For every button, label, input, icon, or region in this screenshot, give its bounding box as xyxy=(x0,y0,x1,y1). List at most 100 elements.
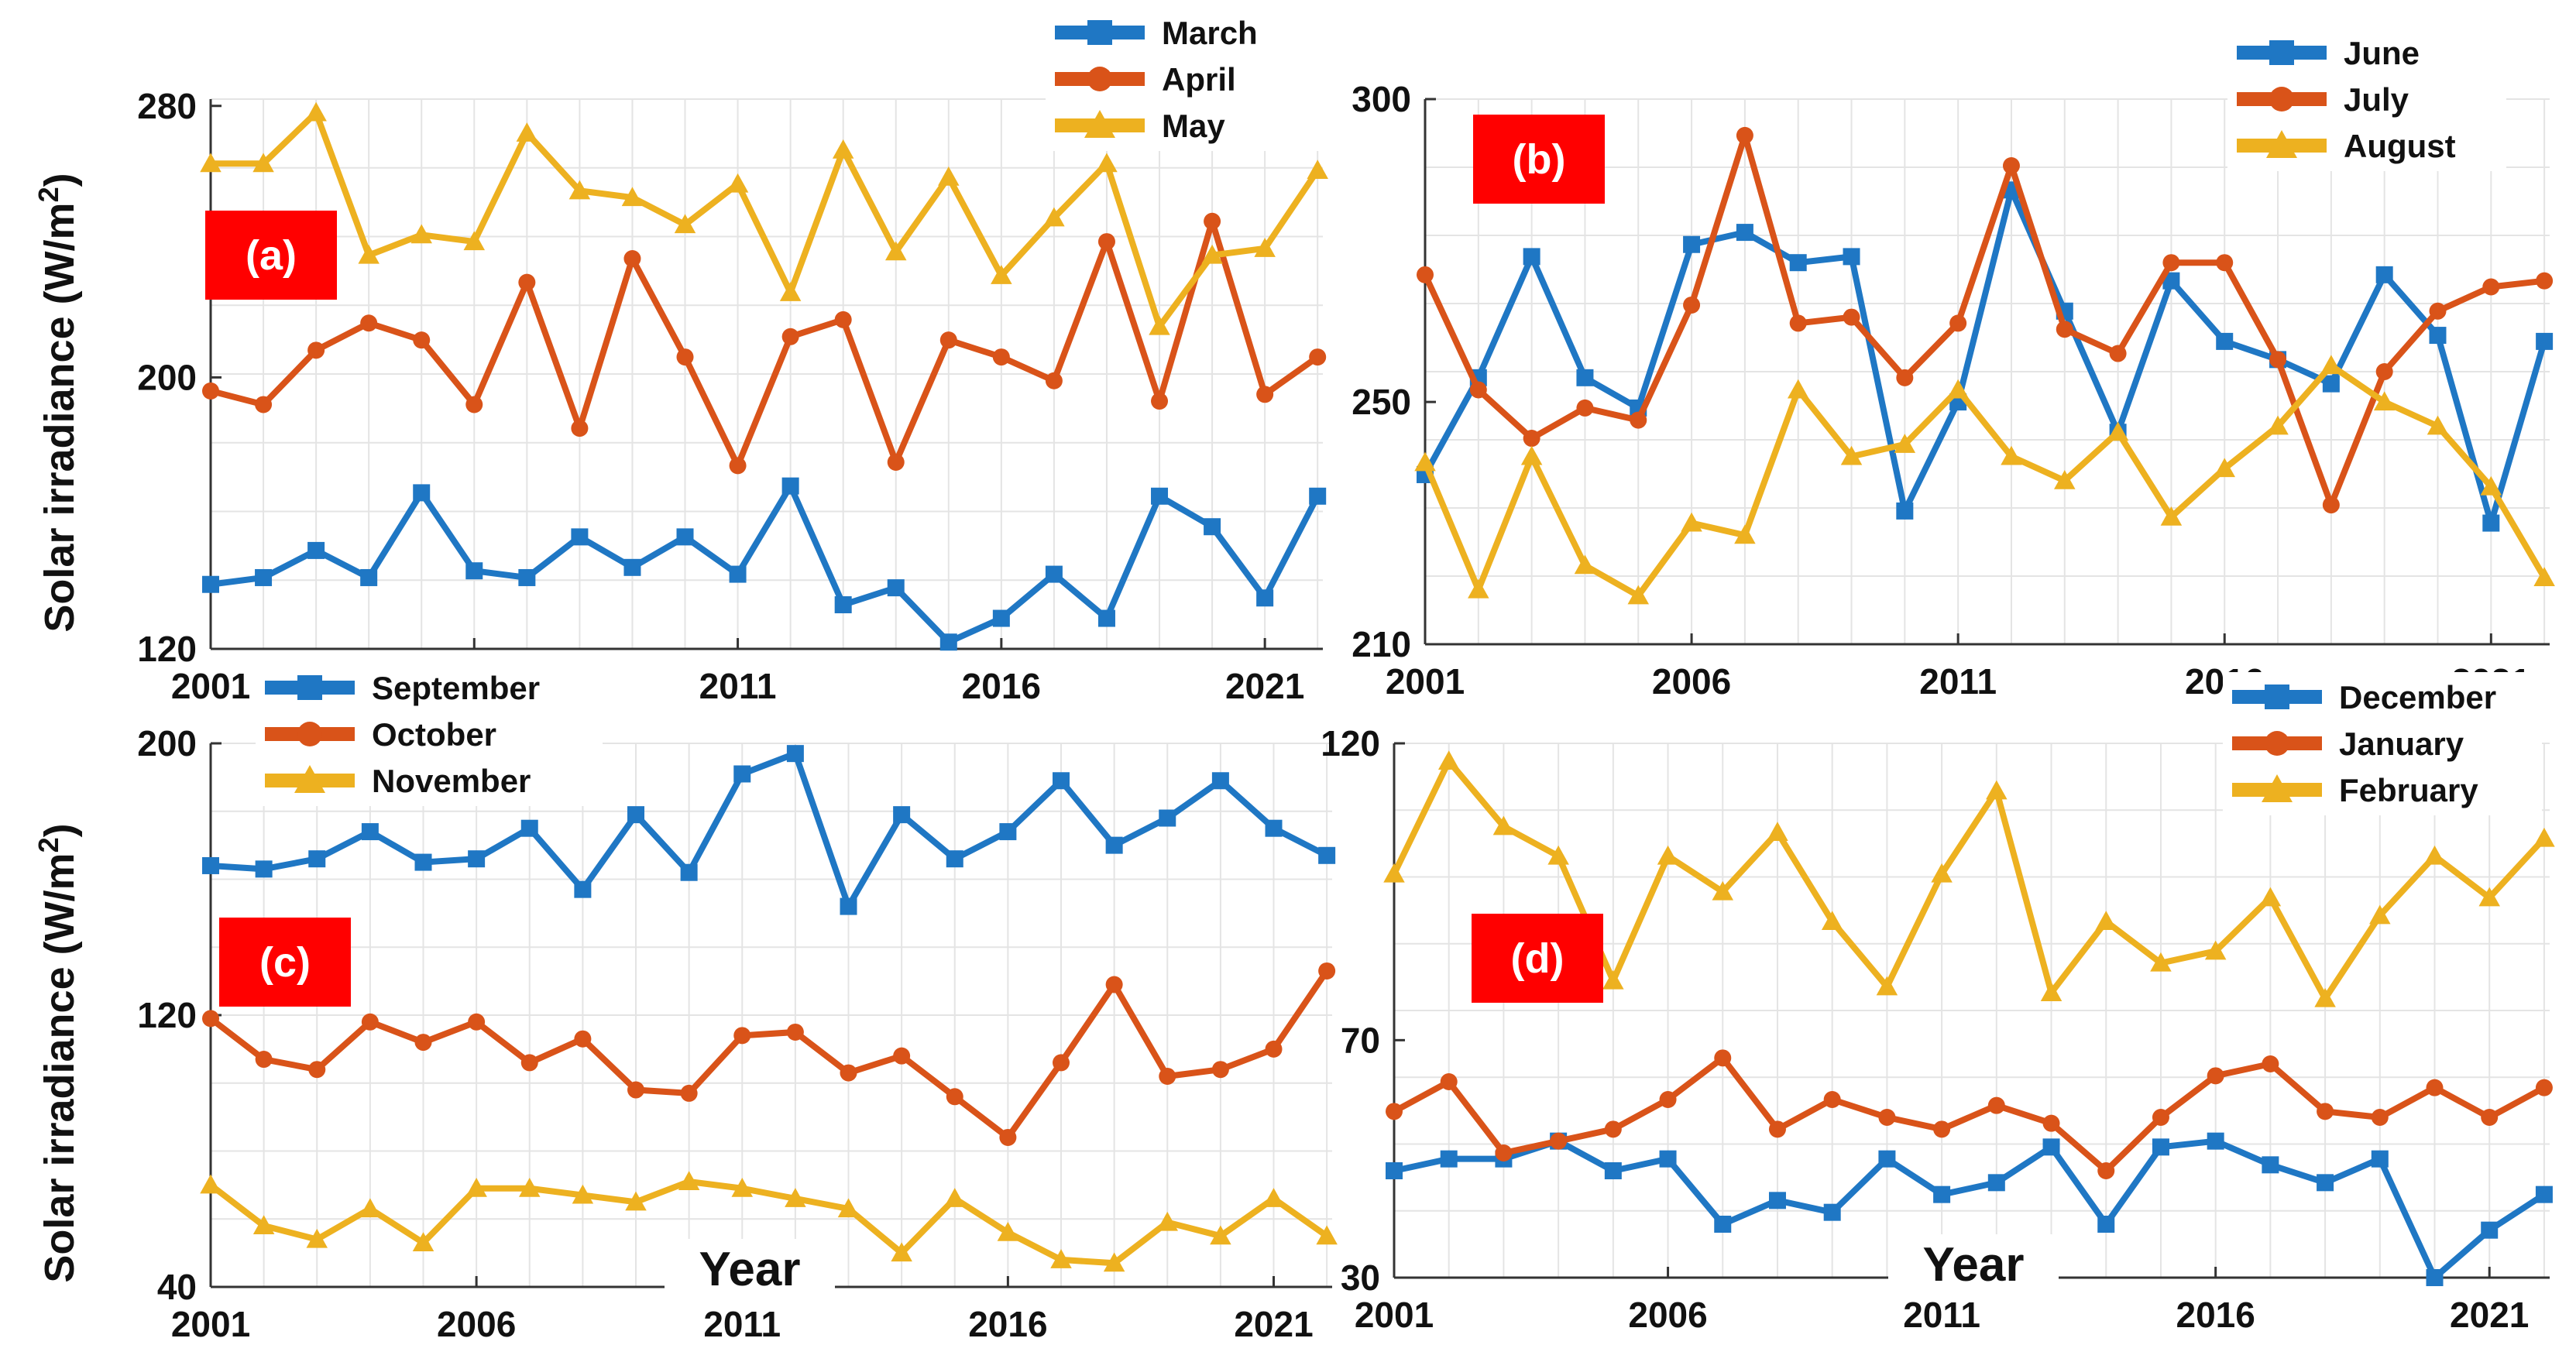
data-point-august xyxy=(1468,578,1489,599)
data-point-september xyxy=(1105,836,1123,854)
data-point-january xyxy=(1386,1103,1403,1120)
series-line-july xyxy=(1422,132,2545,509)
data-point-march xyxy=(1045,565,1063,583)
legend-marker-december xyxy=(2265,684,2289,709)
data-point-september xyxy=(1211,772,1229,790)
x-axis-label-bg-right xyxy=(1888,1234,2059,1293)
y-axis-label-bottom: Solar irradiance (W/m2) xyxy=(33,823,84,1282)
data-point-january xyxy=(1440,1073,1458,1090)
x-tick-label: 2016 xyxy=(2176,1295,2255,1335)
data-point-september xyxy=(733,765,751,783)
data-point-june xyxy=(1523,248,1540,266)
data-point-march xyxy=(1151,487,1169,505)
data-point-october xyxy=(468,1013,486,1031)
data-point-october xyxy=(1211,1061,1229,1079)
legend-label-march: March xyxy=(1162,15,1258,51)
data-point-january xyxy=(2042,1114,2060,1132)
data-point-october xyxy=(574,1030,592,1048)
data-point-february xyxy=(2259,887,2282,907)
data-point-april xyxy=(887,453,905,471)
data-point-november xyxy=(1210,1225,1231,1245)
data-point-september xyxy=(520,819,538,837)
data-point-july xyxy=(1683,296,1701,314)
data-point-july xyxy=(1949,314,1967,332)
x-tick-label: 2011 xyxy=(1919,661,1997,702)
data-point-august xyxy=(2320,355,2342,375)
panel-label: (b) xyxy=(1513,136,1566,183)
x-tick-label: 2011 xyxy=(1903,1295,1980,1335)
data-point-january xyxy=(1495,1144,1513,1161)
data-point-november xyxy=(1262,1188,1285,1207)
data-point-september xyxy=(468,850,486,868)
data-point-march xyxy=(413,484,431,502)
x-tick-label: 2006 xyxy=(437,1304,516,1344)
legend-marker-april xyxy=(1087,67,1112,91)
data-point-february xyxy=(1492,815,1515,835)
data-point-december xyxy=(2042,1138,2060,1156)
x-tick-label: 2021 xyxy=(1225,666,1304,706)
data-point-november xyxy=(944,1188,966,1207)
data-point-october xyxy=(733,1027,751,1045)
data-point-november xyxy=(200,1174,222,1194)
legend-marker-january xyxy=(2265,731,2289,756)
data-point-february xyxy=(1383,863,1405,883)
data-point-june xyxy=(2322,375,2340,393)
data-point-may xyxy=(884,241,907,261)
data-point-february xyxy=(2369,904,2391,925)
data-point-september xyxy=(255,860,273,878)
data-point-november xyxy=(625,1191,647,1211)
data-point-march xyxy=(939,633,957,651)
legend-label-october: October xyxy=(372,716,496,753)
data-point-november xyxy=(785,1188,806,1207)
data-point-april xyxy=(518,273,536,291)
data-point-may xyxy=(1201,244,1223,264)
series-line-may xyxy=(211,109,1321,330)
data-point-september xyxy=(1159,809,1176,827)
x-tick-label: 2001 xyxy=(1355,1295,1434,1335)
data-point-february xyxy=(1657,845,1679,865)
data-point-december xyxy=(2207,1132,2224,1150)
data-point-september xyxy=(414,853,432,871)
data-point-september xyxy=(627,806,645,824)
data-point-january xyxy=(1604,1120,1622,1138)
legend-label-september: September xyxy=(372,670,540,706)
data-point-april xyxy=(781,328,799,345)
data-point-may xyxy=(1307,160,1328,180)
data-point-april xyxy=(834,311,852,328)
data-point-july xyxy=(1736,126,1753,144)
data-point-august xyxy=(1681,512,1702,532)
x-tick-label: 2006 xyxy=(1628,1295,1707,1335)
panel-label: (a) xyxy=(246,232,297,279)
data-point-july xyxy=(1789,314,1807,332)
data-point-september xyxy=(308,850,326,868)
data-point-december xyxy=(2097,1216,2115,1233)
legend-marker-october xyxy=(297,722,322,746)
data-point-april xyxy=(992,348,1010,366)
y-tick-label: 300 xyxy=(1352,79,1411,119)
data-point-march xyxy=(1204,518,1221,536)
panel-d: 30 70 120 2001 2006 2011 2016 2021 (d) December Ja… xyxy=(1321,672,2555,1335)
data-point-november xyxy=(519,1178,541,1197)
data-point-march xyxy=(307,541,325,559)
data-point-december xyxy=(2426,1269,2444,1286)
data-point-april xyxy=(360,314,378,332)
data-point-february xyxy=(1602,969,1624,990)
data-point-november xyxy=(572,1184,594,1204)
data-point-april xyxy=(465,396,483,413)
data-point-july xyxy=(1523,430,1540,448)
series-line-september xyxy=(210,750,1328,910)
data-point-january xyxy=(2481,1109,2499,1126)
data-point-december xyxy=(2152,1138,2169,1156)
data-point-april xyxy=(676,348,694,366)
data-point-august xyxy=(2480,475,2502,496)
data-point-april xyxy=(1045,372,1063,389)
x-axis-label-right: Year xyxy=(1922,1238,2024,1292)
data-point-october xyxy=(202,1010,219,1028)
data-point-march xyxy=(202,575,219,593)
data-point-july xyxy=(2482,278,2500,296)
data-point-october xyxy=(1105,976,1123,993)
data-point-april xyxy=(307,341,325,359)
data-point-july xyxy=(1896,369,1914,386)
data-point-august xyxy=(1734,524,1756,544)
